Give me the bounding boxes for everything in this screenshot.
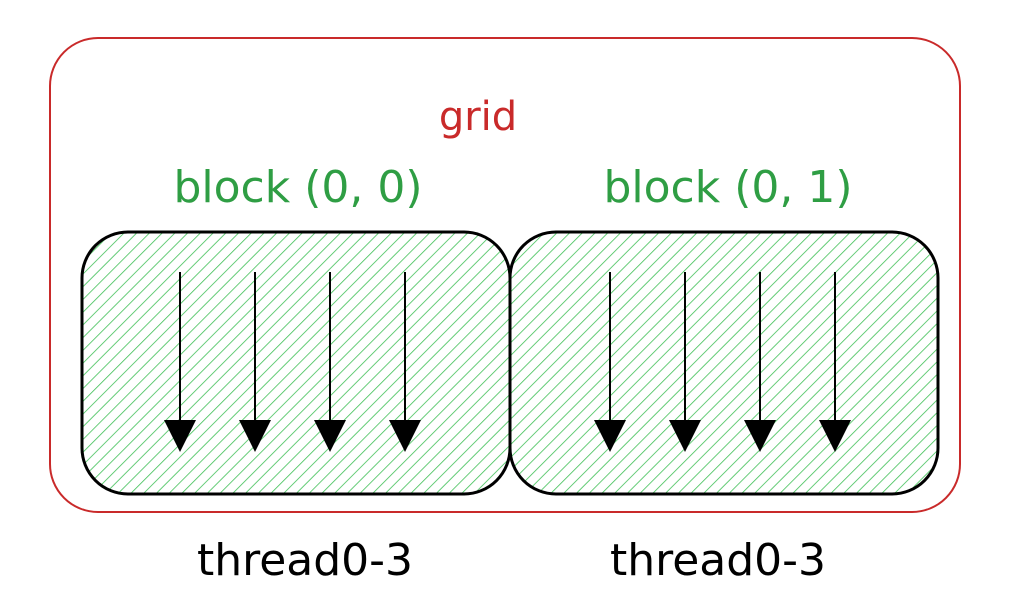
block-1: block (0, 1) thread0-3 [508,162,940,586]
block-0-threads-label: thread0-3 [197,535,413,586]
block-1-label: block (0, 1) [603,162,852,213]
down-arrow-icon [594,272,626,452]
grid-container [49,37,961,513]
block-1-threads-label: thread0-3 [610,535,826,586]
grid-label: grid [439,94,517,140]
down-arrow-icon [744,272,776,452]
down-arrow-icon [389,272,421,452]
block-0-label: block (0, 0) [173,162,422,213]
block-1-box [508,230,940,496]
block-0-box [80,230,512,496]
down-arrow-icon [164,272,196,452]
down-arrow-icon [314,272,346,452]
block-0: block (0, 0) thread0-3 [80,162,512,586]
down-arrow-icon [669,272,701,452]
block-0-threads [164,272,421,452]
down-arrow-icon [819,272,851,452]
down-arrow-icon [239,272,271,452]
block-1-threads [594,272,851,452]
